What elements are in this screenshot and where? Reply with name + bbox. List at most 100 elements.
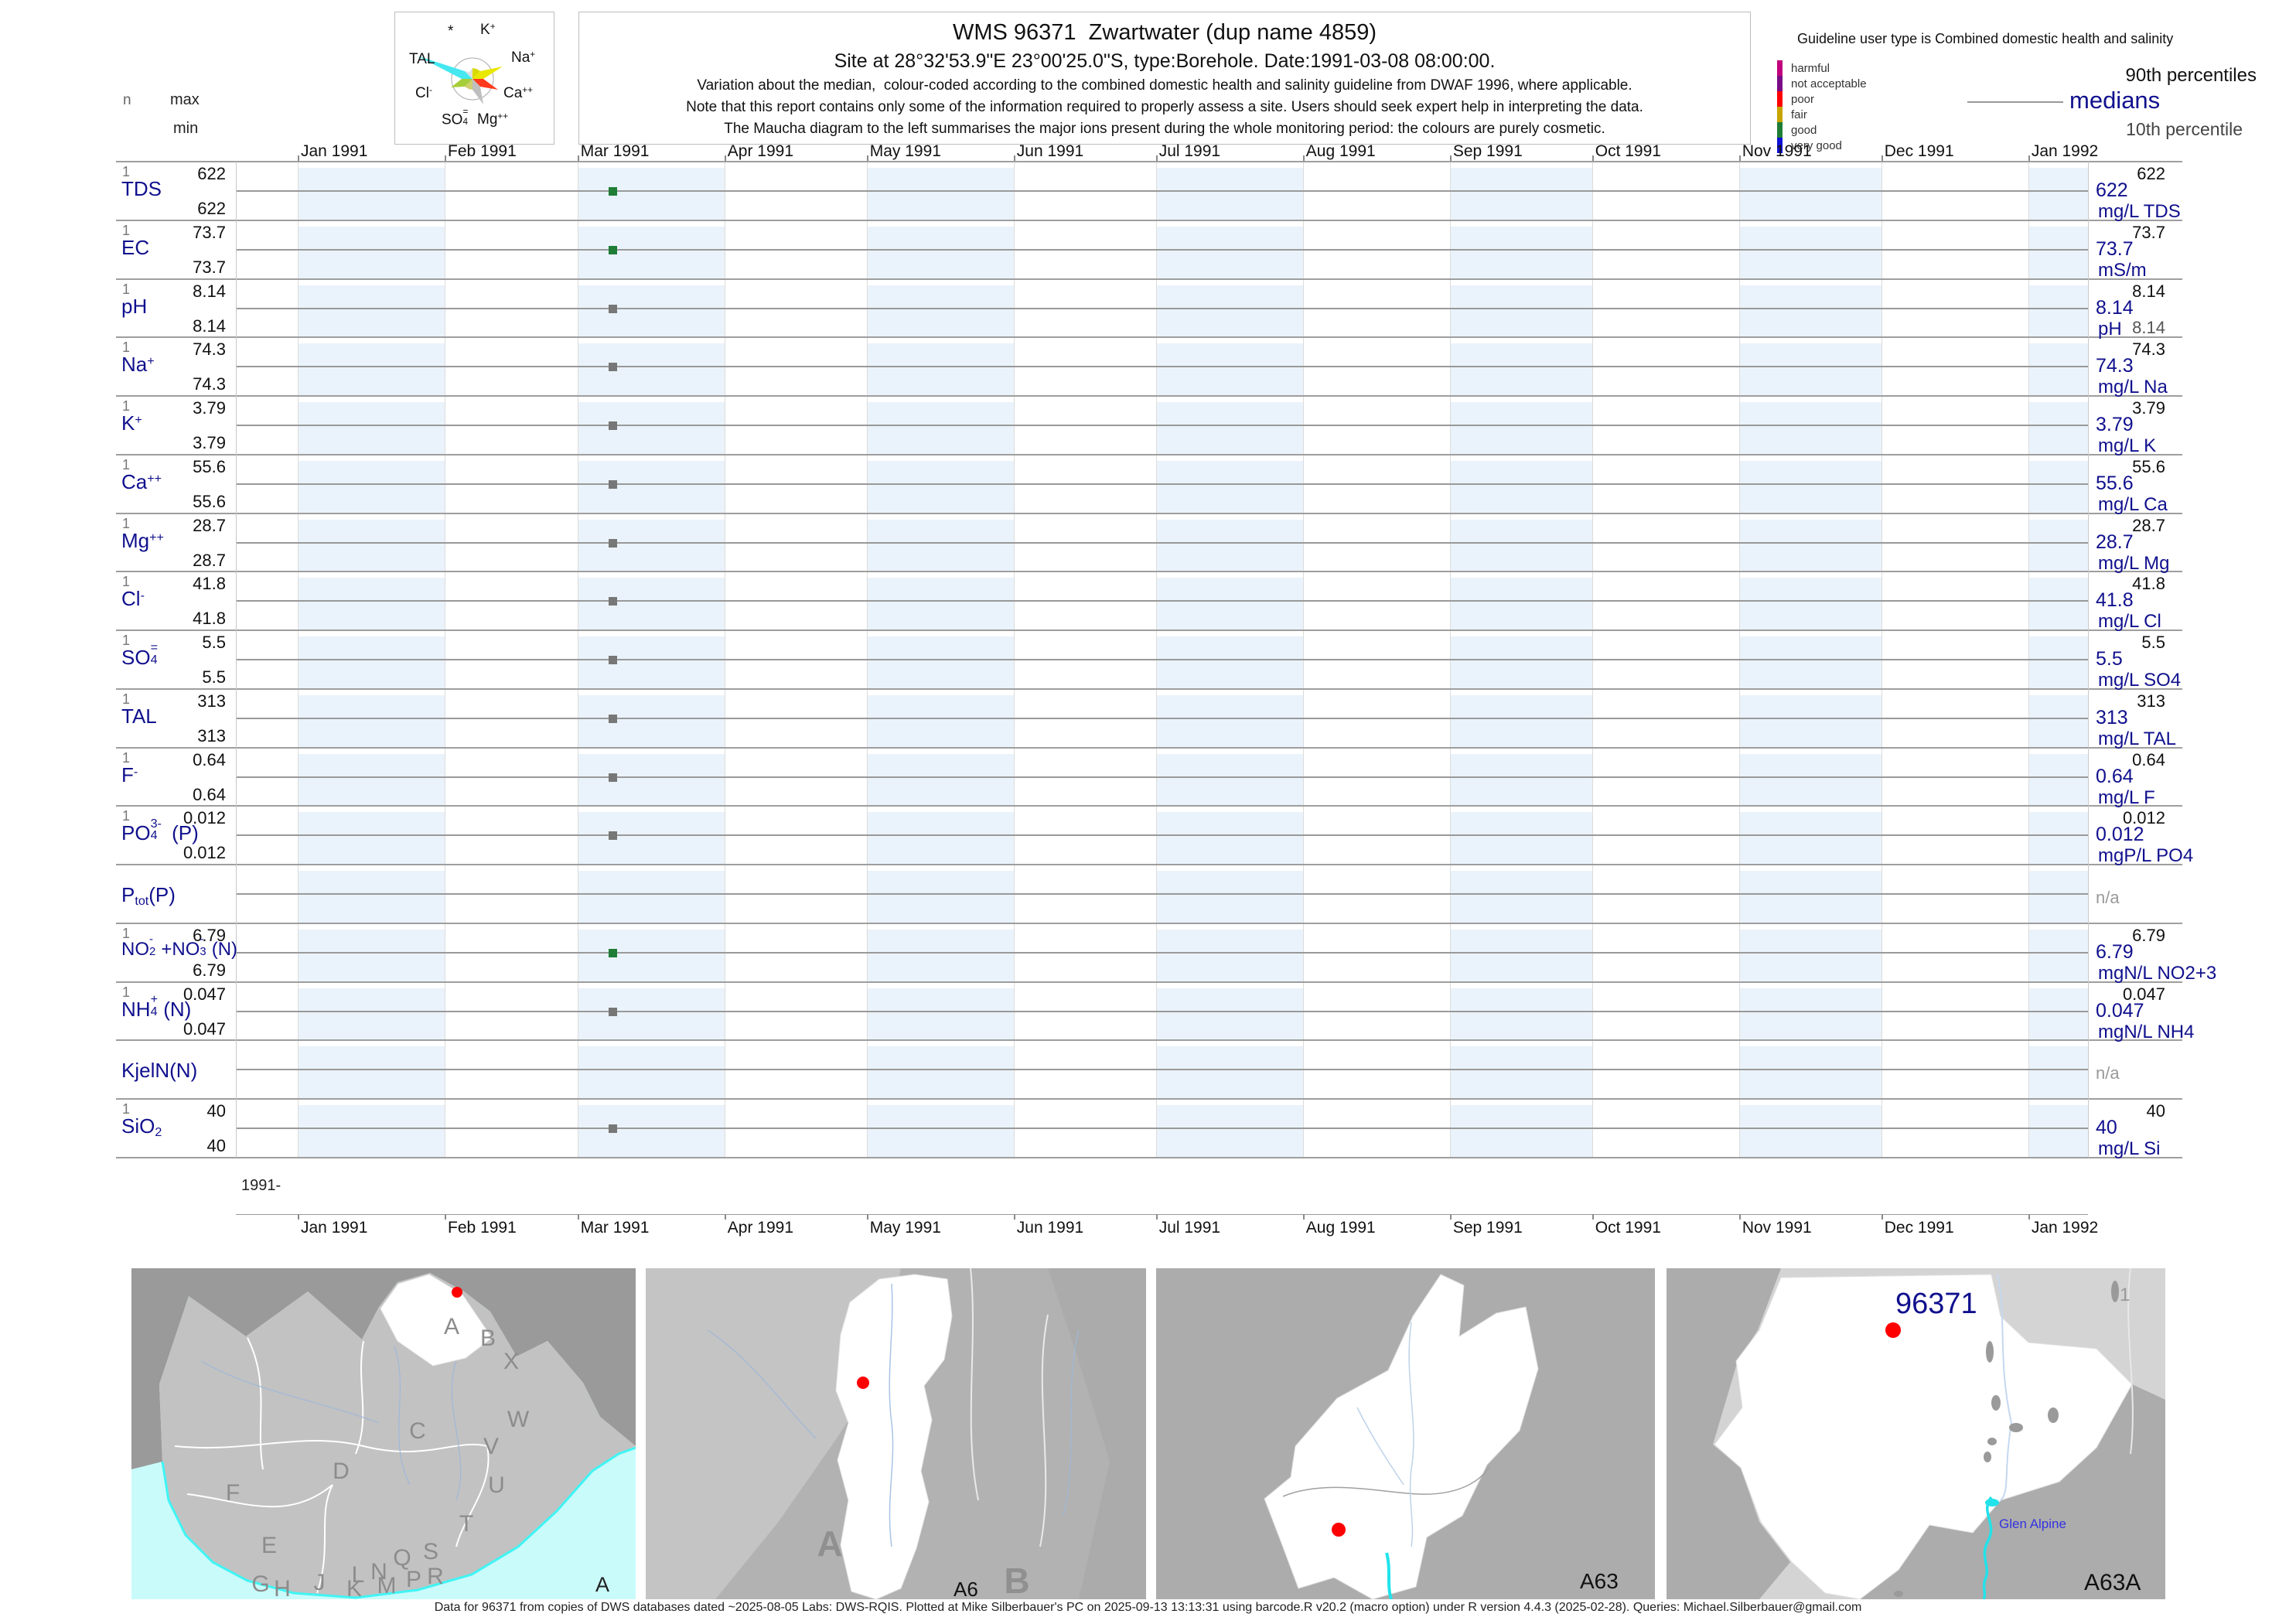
month-shading-band (2028, 578, 2088, 631)
row-median-value: 5.5 (2096, 648, 2123, 670)
drainage-region-letter: A (817, 1523, 842, 1564)
sample-point-marker (608, 1007, 617, 1016)
sample-point-marker (608, 1124, 617, 1134)
month-shading-band (1155, 226, 1303, 279)
note-disclaimer: Note that this report contains only some… (686, 99, 1643, 115)
row-separator (116, 805, 2182, 807)
row-min-value: 40 (206, 1136, 226, 1156)
row-min-value: 0.64 (193, 784, 226, 804)
month-shading-band (1155, 285, 1303, 338)
map-a6: A B A6 (646, 1268, 1146, 1599)
month-shading-band (1449, 519, 1592, 572)
row-parameter-label: SO = 4 (121, 640, 158, 670)
month-shading-band (2028, 1046, 2088, 1100)
median-line (236, 248, 2088, 251)
row-min-value: 0.047 (183, 1018, 226, 1039)
bottom-axis-line (236, 1214, 2088, 1215)
map-a63a: 96371 Glen Alpine 1 A63A (1667, 1268, 2165, 1599)
row-unit-label: mg/L Mg (2098, 552, 2170, 574)
month-tick-top (1738, 155, 1741, 161)
drainage-region-letter: C (409, 1418, 426, 1444)
month-shading-band (1738, 988, 1881, 1041)
drainage-region-letter: R (427, 1564, 444, 1589)
month-tick-bottom (1881, 1214, 1883, 1220)
guideline-class: fair (1777, 107, 1867, 122)
month-tick-bottom (866, 1214, 868, 1220)
month-tick-bottom (2028, 1214, 2030, 1220)
month-tick-bottom (1738, 1214, 1741, 1220)
month-tick-bottom (1302, 1214, 1305, 1220)
month-shading-band (1449, 402, 1592, 455)
site-marker-dot (452, 1287, 462, 1298)
month-shading-band (1155, 1105, 1303, 1158)
maucha-ion-label: K+ (480, 22, 496, 38)
drainage-region-letter: F (226, 1480, 240, 1506)
month-shading-band (1738, 1046, 1881, 1100)
month-shading-band (1738, 636, 1881, 689)
drainage-region-letter: M (377, 1573, 397, 1598)
row-separator (116, 922, 2182, 924)
map-panel-a63a: 96371 Glen Alpine 1 A63A (1667, 1268, 2165, 1599)
median-line (236, 893, 2088, 896)
month-label-top: Dec 1991 (1884, 142, 1954, 160)
guideline-classes: harmful not acceptable poor fair good very go… (1777, 60, 1867, 153)
month-label-bottom: May 1991 (869, 1219, 941, 1237)
row-min-value: 55.6 (193, 491, 226, 511)
row-max-value: 41.8 (193, 574, 226, 594)
column-header-min: min (173, 120, 199, 137)
month-shading-band (1738, 460, 1881, 513)
row-not-available: n/a (2096, 888, 2120, 908)
month-tick-bottom (1592, 1214, 1594, 1220)
maucha-ion-label: SO = 4 (442, 107, 469, 128)
maucha-ion-label: * (448, 23, 454, 39)
month-shading-band (866, 694, 1014, 748)
month-label-top: Apr 1991 (727, 142, 794, 160)
month-shading-band (866, 1105, 1014, 1158)
maucha-diagram-box: * K+ TAL Na+ Cl- Ca++ SO = 4 Mg++ (394, 12, 554, 145)
row-parameter-label: KjelN(N) (121, 1059, 198, 1083)
month-label-bottom: Apr 1991 (727, 1219, 794, 1237)
row-unit-label: mg/L Si (2098, 1138, 2161, 1160)
month-label-top: Jan 1992 (2031, 142, 2099, 160)
map-corner-label: A6 (954, 1578, 978, 1599)
month-shading-band (1155, 636, 1303, 689)
map-corner-label: A (595, 1573, 609, 1596)
sample-point-marker (608, 479, 617, 489)
plot-right-edge (2088, 162, 2089, 1158)
month-label-bottom: Dec 1991 (1884, 1219, 1954, 1237)
month-tick-bottom (1013, 1214, 1015, 1220)
maucha-lobe-tal (417, 56, 473, 79)
month-shading-band (577, 694, 725, 748)
column-header-max: max (170, 91, 200, 108)
row-90th-percentile: 3.79 (2132, 398, 2165, 418)
median-line (236, 834, 2088, 837)
row-unit-label: mS/m (2098, 259, 2147, 281)
month-shading-band (1738, 402, 1881, 455)
median-line (236, 307, 2088, 309)
month-shading-band (866, 343, 1014, 397)
row-max-value: 6.79 (193, 925, 226, 945)
month-label-top: Nov 1991 (1742, 142, 1812, 160)
row-median-value: 73.7 (2096, 237, 2134, 260)
month-shading-band (577, 285, 725, 338)
sample-point-marker (608, 656, 617, 665)
row-sample-count: 1 (122, 633, 131, 649)
median-line (236, 483, 2088, 485)
maucha-lobe-mg (473, 79, 483, 104)
maucha-ion-label: Ca++ (503, 85, 534, 101)
row-unit-label: mgN/L NH4 (2098, 1021, 2195, 1042)
month-shading-band (1155, 929, 1303, 982)
map-corner-label: A63A (2084, 1570, 2141, 1595)
month-shading-band (2028, 343, 2088, 397)
row-max-value: 40 (206, 1101, 226, 1121)
median-line (236, 190, 2088, 192)
month-shading-band (298, 988, 445, 1041)
month-shading-band (298, 812, 445, 865)
row-separator (116, 864, 2182, 866)
month-label-bottom: Nov 1991 (1742, 1219, 1812, 1237)
month-label-top: May 1991 (869, 142, 941, 160)
site-marker-dot (857, 1377, 869, 1389)
month-shading-band (1155, 343, 1303, 397)
sample-point-marker (608, 714, 617, 723)
